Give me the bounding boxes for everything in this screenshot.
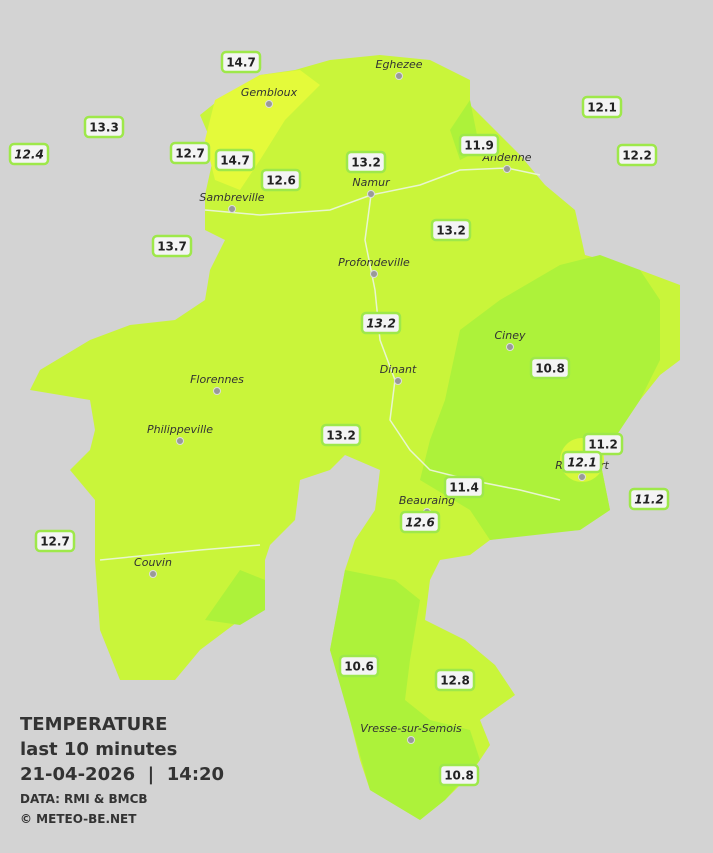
town-dot (149, 570, 157, 578)
station-value: 12.6 (266, 174, 296, 188)
station-box (169, 141, 211, 165)
town-dot (503, 165, 511, 173)
legend-title: TEMPERATURE (20, 714, 167, 735)
town-name: Sambreville (199, 191, 264, 204)
town-name: Philippeville (147, 423, 213, 436)
station-box (360, 311, 402, 335)
station-value: 12.1 (587, 101, 617, 115)
station-value: 12.7 (40, 535, 70, 549)
station-box (529, 356, 571, 380)
station-value: 13.2 (326, 429, 356, 443)
town-dot (394, 377, 402, 385)
town-name: Vresse-sur-Semois (360, 722, 462, 735)
legend-source: DATA: RMI & BMCB (20, 792, 148, 806)
station-box (83, 115, 125, 139)
station-box (214, 148, 256, 172)
legend-credit: © METEO-BE.NET (20, 812, 137, 826)
town-name: Namur (352, 176, 391, 189)
station-box (628, 487, 670, 511)
town-dot (407, 736, 415, 744)
town-name: Dinant (380, 363, 417, 376)
town-name: Florennes (190, 373, 244, 386)
town-dot (367, 190, 375, 198)
town-name: Eghezee (376, 58, 423, 71)
station-value: 11.2 (634, 493, 664, 507)
station-box (443, 475, 485, 499)
town-dot (228, 205, 236, 213)
station-box (399, 510, 441, 534)
town-dot (265, 100, 273, 108)
station-value: 12.8 (440, 674, 470, 688)
town-dot (506, 343, 514, 351)
station-value: 10.6 (344, 660, 374, 674)
station-value: 11.9 (464, 139, 494, 153)
station-value: 10.8 (444, 769, 474, 783)
station-value: 13.2 (351, 156, 381, 170)
station-value: 12.2 (622, 149, 652, 163)
station-value: 12.7 (175, 147, 205, 161)
station-box (320, 423, 362, 447)
town-dot (176, 437, 184, 445)
town-name: Couvin (134, 556, 172, 569)
town-name: Ciney (495, 329, 526, 342)
cool-zone (205, 570, 265, 625)
town-name: Beauraing (399, 494, 455, 507)
station-box (438, 763, 480, 787)
legend-period: last 10 minutes (20, 739, 177, 760)
cool-zone (330, 570, 480, 820)
station-box (220, 50, 262, 74)
legend-datetime: 21-04-2026 | 14:20 (20, 764, 224, 785)
station-value: 10.8 (535, 362, 565, 376)
station-value: 12.1 (567, 456, 597, 470)
station-box (434, 668, 476, 692)
station-value: 12.4 (14, 148, 44, 162)
station-box (338, 654, 380, 678)
station-box (34, 529, 76, 553)
station-value: 13.3 (89, 121, 119, 135)
station-box (345, 150, 387, 174)
station-value: 11.4 (449, 481, 479, 495)
station-value: 12.6 (405, 516, 435, 530)
station-box (8, 142, 50, 166)
station-value: 14.7 (226, 56, 256, 70)
station-box (458, 133, 500, 157)
station-box (561, 450, 603, 474)
station-value: 13.2 (436, 224, 466, 238)
town-dot (578, 473, 586, 481)
town-dot (395, 72, 403, 80)
station-box (582, 432, 624, 456)
town-name: Gembloux (241, 86, 298, 99)
station-box (260, 168, 302, 192)
town-dot (213, 387, 221, 395)
river (204, 167, 541, 216)
station-value: 14.7 (220, 154, 250, 168)
station-value: 13.7 (157, 240, 187, 254)
station-box (430, 218, 472, 242)
station-value: 11.2 (588, 438, 618, 452)
river (99, 544, 261, 561)
station-box (581, 95, 623, 119)
station-box (151, 234, 193, 258)
station-value: 13.2 (366, 317, 396, 331)
station-box (616, 143, 658, 167)
town-name: Profondeville (338, 256, 410, 269)
town-dot (370, 270, 378, 278)
